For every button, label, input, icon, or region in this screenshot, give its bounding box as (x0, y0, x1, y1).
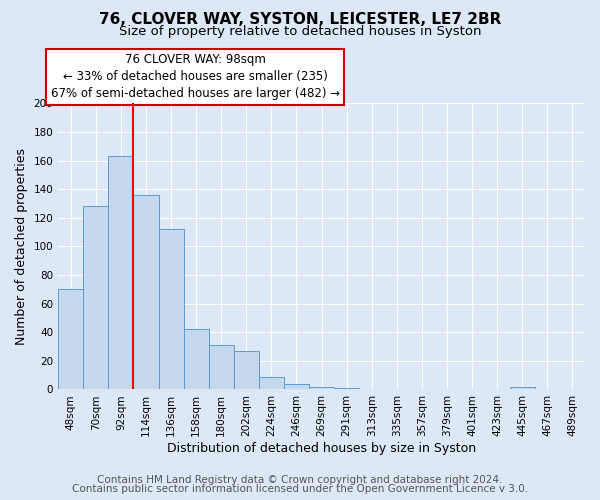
Bar (133, 195, 158, 390)
Bar (158, 229, 184, 390)
Bar (109, 156, 133, 390)
Bar (184, 330, 209, 390)
Text: 76, CLOVER WAY, SYSTON, LEICESTER, LE7 2BR: 76, CLOVER WAY, SYSTON, LEICESTER, LE7 2… (99, 12, 501, 28)
Bar (334, 388, 359, 390)
Bar (234, 351, 259, 390)
Bar (510, 386, 535, 390)
Bar (309, 386, 334, 390)
Bar (83, 206, 109, 390)
Bar (259, 376, 284, 390)
Bar (58, 290, 83, 390)
Text: 76 CLOVER WAY: 98sqm
← 33% of detached houses are smaller (235)
67% of semi-deta: 76 CLOVER WAY: 98sqm ← 33% of detached h… (50, 54, 340, 100)
Y-axis label: Number of detached properties: Number of detached properties (15, 148, 28, 345)
Text: Size of property relative to detached houses in Syston: Size of property relative to detached ho… (119, 25, 481, 38)
Text: Contains HM Land Registry data © Crown copyright and database right 2024.: Contains HM Land Registry data © Crown c… (97, 475, 503, 485)
Bar (284, 384, 309, 390)
X-axis label: Distribution of detached houses by size in Syston: Distribution of detached houses by size … (167, 442, 476, 455)
Bar (209, 345, 234, 390)
Text: Contains public sector information licensed under the Open Government Licence v : Contains public sector information licen… (72, 484, 528, 494)
